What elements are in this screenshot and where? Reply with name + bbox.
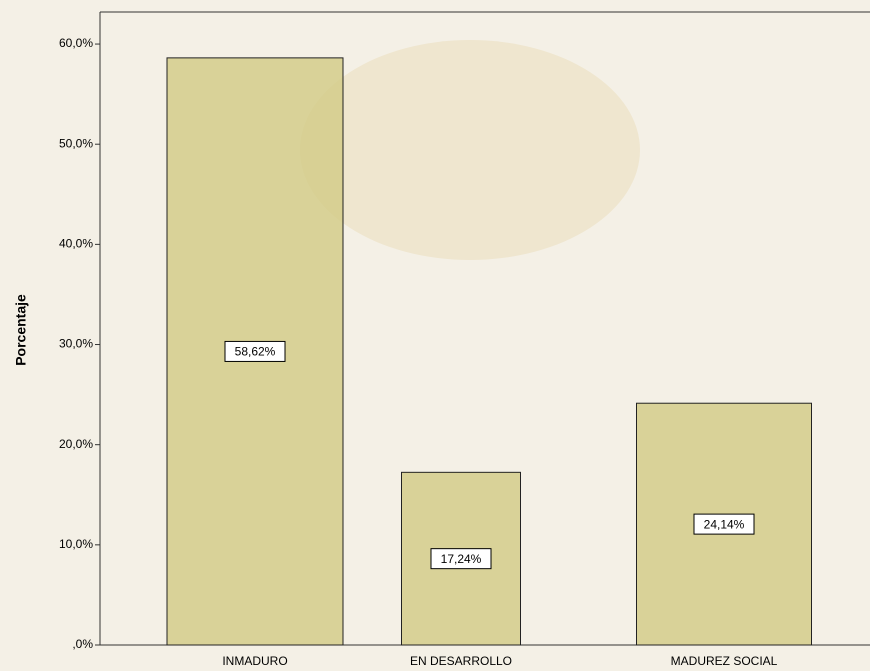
y-tick-label: ,0%	[72, 637, 93, 651]
value-label-box	[224, 340, 286, 362]
y-tick-label: 50,0%	[59, 136, 93, 150]
value-label: 24,14%	[704, 517, 745, 531]
x-tick-label: INMADURO	[222, 654, 287, 668]
y-tick-label: 30,0%	[59, 337, 93, 351]
value-label: 17,24%	[441, 552, 482, 566]
y-tick-label: 10,0%	[59, 537, 93, 551]
watermark-shape	[300, 40, 640, 260]
y-axis-label: Porcentaje	[13, 294, 29, 366]
x-tick-label: MADUREZ SOCIAL	[671, 654, 778, 668]
value-label: 58,62%	[235, 345, 276, 359]
y-tick-label: 60,0%	[59, 36, 93, 50]
y-tick-label: 20,0%	[59, 437, 93, 451]
value-label-box	[693, 513, 755, 535]
value-label-box	[430, 548, 492, 570]
y-tick-label: 40,0%	[59, 237, 93, 251]
x-tick-label: EN DESARROLLO	[410, 654, 512, 668]
